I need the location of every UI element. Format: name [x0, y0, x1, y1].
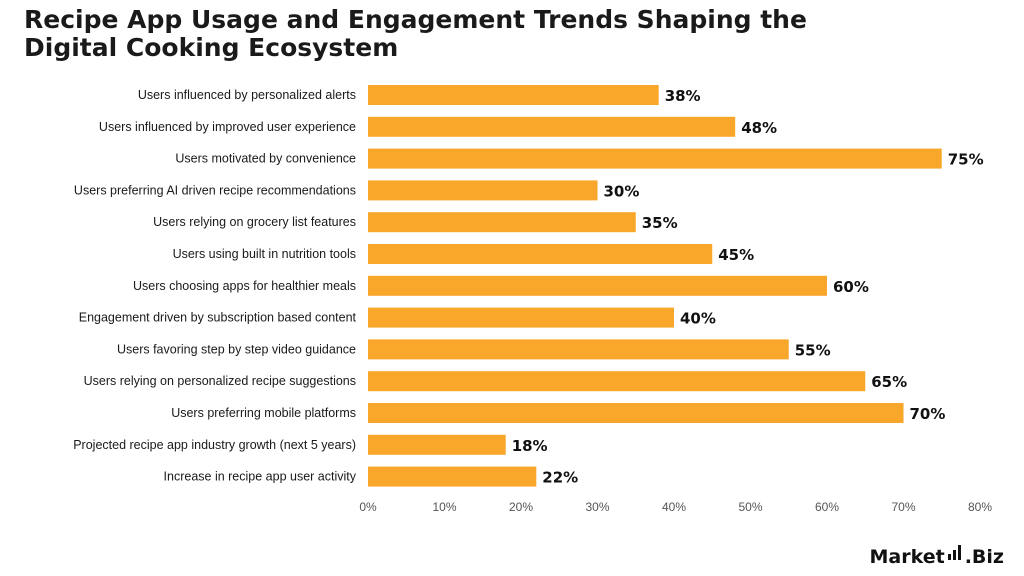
category-label: Increase in recipe app user activity [164, 470, 357, 484]
data-label: 48% [741, 119, 777, 137]
category-label: Projected recipe app industry growth (ne… [73, 438, 356, 452]
category-label: Users motivated by convenience [175, 152, 356, 166]
bar [368, 403, 904, 423]
bar [368, 339, 789, 360]
x-tick-label: 80% [968, 500, 992, 514]
x-tick-label: 50% [738, 500, 762, 514]
brand-name-left: Market [869, 546, 945, 568]
bar-chart-icon [947, 543, 963, 565]
x-tick-label: 10% [432, 500, 456, 514]
data-label: 18% [512, 437, 548, 455]
category-label: Users relying on grocery list features [153, 215, 356, 229]
bar [368, 434, 506, 455]
bar [368, 244, 713, 264]
x-tick-label: 20% [509, 500, 533, 514]
bar [368, 275, 827, 296]
category-label: Users influenced by improved user experi… [99, 120, 356, 134]
bar [368, 212, 636, 233]
brand-logo: Market .Biz [870, 543, 1004, 568]
category-label: Users preferring AI driven recipe recomm… [74, 183, 356, 197]
data-label: 65% [871, 373, 907, 391]
data-label: 22% [542, 469, 578, 487]
bar [368, 116, 736, 137]
data-label: 60% [833, 278, 869, 296]
data-label: 70% [910, 405, 946, 423]
bar [368, 148, 942, 169]
category-label: Users relying on personalized recipe sug… [84, 374, 356, 388]
bar [368, 371, 866, 392]
bar [368, 466, 537, 487]
bar [368, 180, 598, 201]
data-label: 55% [795, 341, 831, 359]
chart-title: Recipe App Usage and Engagement Trends S… [24, 5, 807, 62]
data-label: 38% [665, 87, 701, 105]
category-label: Users using built in nutrition tools [173, 247, 356, 261]
brand-name-right: .Biz [964, 546, 1004, 568]
category-label: Users choosing apps for healthier meals [133, 279, 356, 293]
data-label: 40% [680, 310, 716, 328]
data-label: 45% [718, 246, 754, 264]
category-label: Engagement driven by subscription based … [79, 311, 357, 325]
category-label: Users influenced by personalized alerts [138, 88, 356, 102]
x-tick-label: 70% [891, 500, 915, 514]
bar [368, 307, 674, 328]
data-label: 75% [948, 151, 984, 169]
x-tick-label: 30% [585, 500, 609, 514]
x-tick-label: 40% [662, 500, 686, 514]
x-tick-label: 0% [359, 500, 377, 514]
data-label: 35% [642, 214, 678, 232]
category-label: Users favoring step by step video guidan… [117, 342, 356, 356]
category-label: Users preferring mobile platforms [171, 406, 356, 420]
bar [368, 85, 659, 105]
data-label: 30% [604, 182, 640, 200]
x-tick-label: 60% [815, 500, 839, 514]
